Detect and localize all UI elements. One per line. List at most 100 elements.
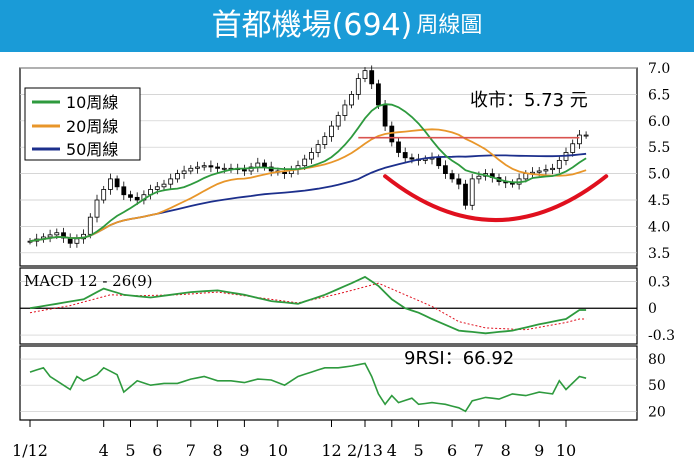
legend-label-ma10: 10周線 bbox=[66, 93, 118, 112]
chart-subtitle: 周線圖 bbox=[416, 13, 483, 38]
candle-body bbox=[168, 178, 174, 185]
macd-y-tick-label: -0.3 bbox=[648, 328, 675, 344]
candle-body bbox=[396, 141, 401, 153]
candle-body bbox=[114, 178, 120, 188]
macd-y-tick-label: 0.3 bbox=[648, 274, 670, 290]
candle-body bbox=[94, 199, 100, 218]
x-tick-label: 9 bbox=[534, 441, 544, 460]
candle-body bbox=[536, 170, 542, 173]
candle-body bbox=[369, 70, 375, 85]
candle-body bbox=[349, 94, 355, 106]
candle-body bbox=[61, 232, 66, 239]
x-tick-label: 4 bbox=[99, 441, 109, 460]
x-tick-label: 8 bbox=[213, 441, 223, 460]
macd-line bbox=[29, 275, 587, 335]
x-tick-label: 6 bbox=[447, 441, 457, 460]
candle-body bbox=[402, 152, 408, 159]
chart-title: 首都機場(694) bbox=[211, 8, 413, 43]
candle-body bbox=[74, 238, 80, 244]
candle-body bbox=[181, 170, 187, 175]
candle-body bbox=[469, 178, 475, 206]
candle-body bbox=[315, 144, 321, 153]
x-tick-label: 7 bbox=[186, 441, 196, 460]
rsi-label: 9RSI：66.92 bbox=[404, 348, 514, 369]
candle-body bbox=[47, 234, 53, 238]
candle-body bbox=[134, 196, 140, 201]
x-tick-label: 8 bbox=[501, 441, 511, 460]
x-tick-label: 6 bbox=[152, 441, 162, 460]
candle-body bbox=[208, 165, 214, 168]
rsi-line bbox=[29, 362, 587, 413]
candle-body bbox=[476, 175, 482, 180]
candle-body bbox=[282, 171, 288, 174]
candle-body bbox=[577, 134, 582, 145]
candle-body bbox=[302, 158, 308, 167]
legend: 10周線 20周線 50周線 bbox=[24, 87, 141, 161]
candle-body bbox=[308, 152, 314, 160]
x-tick-label: 7 bbox=[474, 441, 484, 460]
price-series bbox=[27, 65, 609, 248]
candle-body bbox=[188, 167, 194, 172]
candle-body bbox=[174, 173, 180, 180]
macd-label: MACD 12 - 26(9) bbox=[24, 272, 153, 290]
candle-body bbox=[556, 159, 562, 169]
candle-body bbox=[456, 178, 462, 185]
price-y-tick-label: 7.0 bbox=[648, 61, 670, 77]
candle-body bbox=[449, 173, 455, 180]
candle-body bbox=[161, 183, 167, 188]
candle-body bbox=[335, 115, 341, 127]
axis-labels: 3.5 4.0 4.5 5.0 5.5 6.0 6.5 7.0 0.3 0 -0.3 80 50 20 1/… bbox=[12, 61, 675, 460]
rsi-y-tick-label: 50 bbox=[648, 378, 666, 394]
candle-body bbox=[241, 169, 247, 172]
candle-body bbox=[409, 157, 415, 160]
candle-body bbox=[154, 186, 160, 190]
x-tick-label: 10 bbox=[556, 441, 576, 460]
candle-body bbox=[436, 157, 442, 167]
price-y-tick-label: 3.5 bbox=[648, 246, 670, 262]
cup-curve bbox=[383, 174, 609, 222]
rsi-panel bbox=[19, 345, 638, 421]
candle-body bbox=[128, 194, 133, 198]
candle-body bbox=[583, 134, 589, 137]
candle-body bbox=[87, 216, 93, 235]
candle-body bbox=[442, 165, 448, 174]
x-tick-label: 4 bbox=[387, 441, 397, 460]
candle-body bbox=[215, 166, 221, 169]
rsi-y-tick-label: 20 bbox=[648, 404, 666, 420]
legend-label-ma50: 50周線 bbox=[66, 140, 118, 159]
candle-body bbox=[543, 169, 549, 172]
candle-body bbox=[221, 167, 227, 170]
macd-series bbox=[29, 275, 587, 335]
rsi-series bbox=[29, 362, 587, 413]
price-y-tick-label: 4.0 bbox=[648, 219, 670, 235]
ma10-line bbox=[29, 103, 587, 243]
title-bar: 首都機場(694) 周線圖 bbox=[0, 0, 694, 52]
candle-body bbox=[355, 78, 361, 95]
rsi-y-tick-label: 80 bbox=[648, 352, 666, 368]
candle-body bbox=[108, 178, 113, 190]
candle-body bbox=[375, 83, 381, 106]
candle-body bbox=[342, 104, 348, 116]
candle-body bbox=[322, 136, 328, 145]
price-y-tick-label: 6.5 bbox=[648, 87, 670, 103]
x-tick-label: 9 bbox=[239, 441, 249, 460]
candle-body bbox=[195, 166, 200, 169]
candle-body bbox=[329, 125, 334, 138]
price-y-tick-label: 5.5 bbox=[648, 140, 670, 156]
candle-body bbox=[121, 186, 127, 196]
price-y-tick-label: 6.0 bbox=[648, 114, 670, 130]
grid-lines bbox=[20, 67, 637, 412]
x-tick-label: 12 bbox=[321, 441, 341, 460]
x-tick-label: 10 bbox=[268, 441, 288, 460]
macd-signal-line bbox=[29, 282, 587, 331]
macd-y-tick-label: 0 bbox=[648, 301, 657, 317]
price-y-tick-label: 4.5 bbox=[648, 193, 670, 209]
macd-panel bbox=[19, 267, 638, 345]
candle-body bbox=[54, 232, 60, 236]
x-tick-label: 5 bbox=[125, 441, 135, 460]
x-tick-label: 2/13 bbox=[347, 441, 383, 460]
candle-body bbox=[201, 165, 207, 168]
candle-body bbox=[550, 167, 555, 171]
